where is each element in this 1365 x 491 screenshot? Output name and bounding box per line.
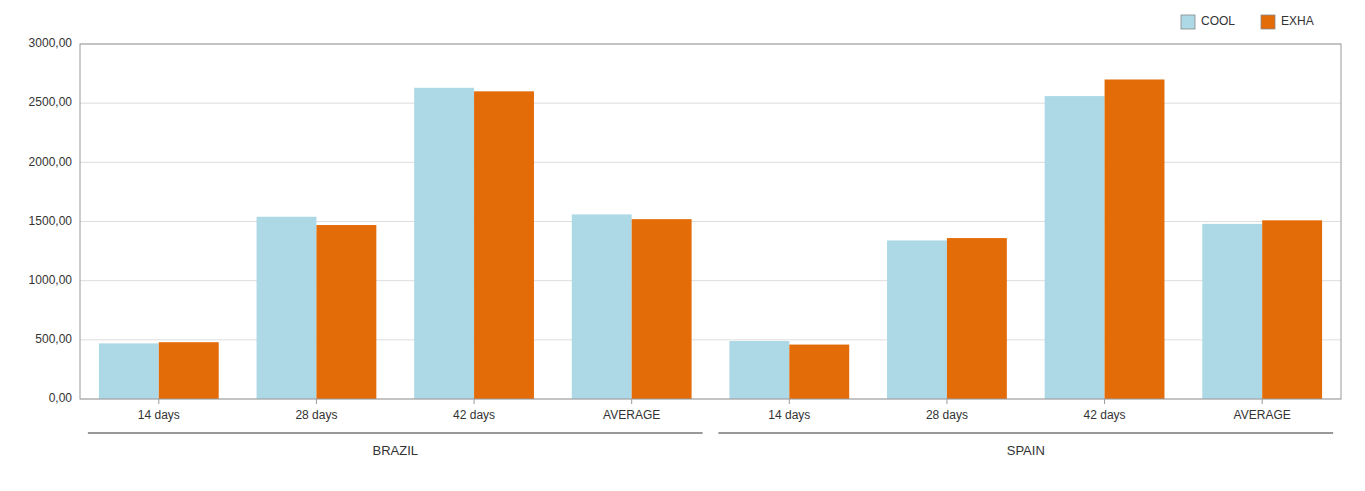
bar [887, 240, 947, 399]
x-tick-label: 42 days [1084, 408, 1126, 422]
legend-label: EXHA [1281, 14, 1314, 28]
bar [316, 225, 376, 399]
x-tick-label: 14 days [138, 408, 180, 422]
x-tick-label: 28 days [926, 408, 968, 422]
group-bracket [718, 433, 1333, 434]
bars [99, 80, 1322, 400]
x-tick [946, 399, 947, 404]
y-tick-label: 3000,00 [29, 36, 73, 50]
x-tick [474, 399, 475, 404]
bar [1105, 80, 1165, 400]
bar [1045, 96, 1105, 399]
grid [80, 44, 1341, 399]
bar [474, 91, 534, 399]
y-tick-label: 1000,00 [29, 273, 73, 287]
bar [947, 238, 1007, 399]
x-tick-label: 14 days [768, 408, 810, 422]
bar [159, 342, 219, 399]
legend-swatch [1261, 15, 1275, 29]
y-tick-label: 2500,00 [29, 95, 73, 109]
x-tick-label: 42 days [453, 408, 495, 422]
y-tick-label: 0,00 [49, 391, 73, 405]
x-tick [631, 399, 632, 404]
plot-frame [80, 44, 1341, 399]
x-tick-label: AVERAGE [1234, 408, 1291, 422]
x-tick [158, 399, 159, 404]
x-tick-label: 28 days [295, 408, 337, 422]
bar [257, 217, 317, 399]
x-tick [316, 399, 317, 404]
bar [1202, 224, 1262, 399]
x-tick [1262, 399, 1263, 404]
legend-swatch [1181, 15, 1195, 29]
bar [414, 88, 474, 399]
group-bracket [88, 433, 703, 434]
x-tick [1104, 399, 1105, 404]
bar [729, 341, 789, 399]
group-label: BRAZIL [372, 443, 418, 458]
bar [1262, 220, 1322, 399]
bar [789, 345, 849, 399]
bar [572, 214, 632, 399]
x-tick [789, 399, 790, 404]
y-tick-label: 2000,00 [29, 155, 73, 169]
legend-label: COOL [1201, 14, 1235, 28]
y-tick-label: 1500,00 [29, 214, 73, 228]
chart: 0,00 500,00 1000,00 1500,00 2000,00 2500,00 30… [0, 0, 1365, 491]
x-tick-label: AVERAGE [603, 408, 660, 422]
group-label: SPAIN [1007, 443, 1045, 458]
bar [99, 343, 159, 399]
y-tick-label: 500,00 [35, 332, 72, 346]
legend: COOL EXHA [1181, 14, 1314, 29]
bar [632, 219, 692, 399]
